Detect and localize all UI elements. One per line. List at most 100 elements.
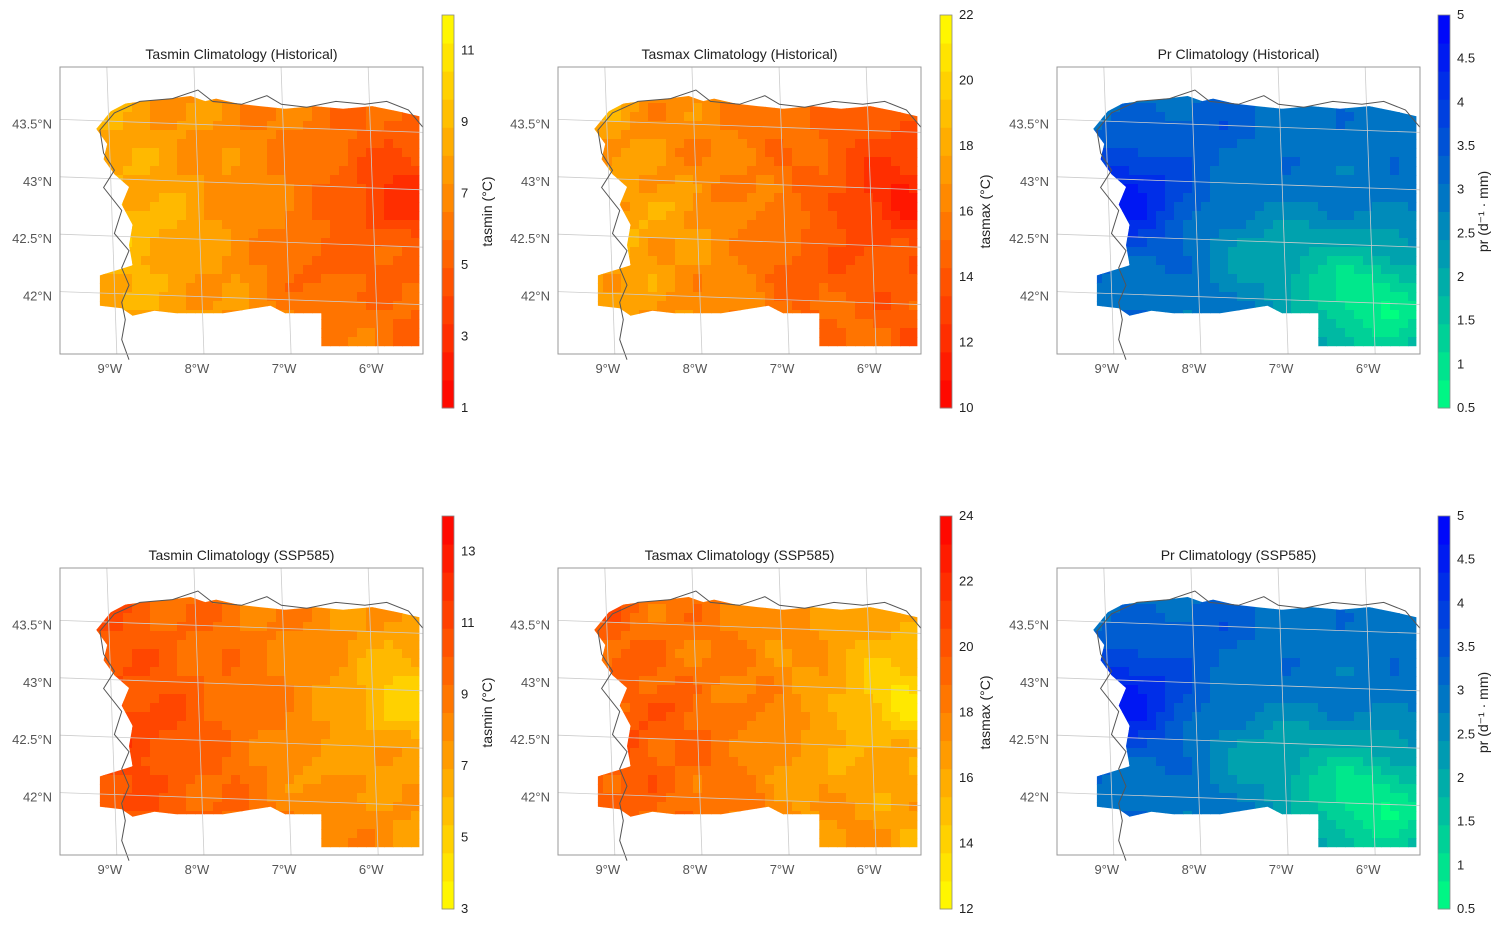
colorbar-tick-label: 3 — [1457, 182, 1464, 197]
lat-tick-label: 43°N — [23, 174, 52, 189]
colorbar-tick-label: 2 — [1457, 770, 1464, 785]
lon-tick-label: 6°W — [1356, 862, 1381, 877]
colorbar-tick-label: 13 — [461, 544, 475, 559]
colorbar-tick-label: 1.5 — [1457, 313, 1475, 328]
panel-title: Tasmax Climatology (SSP585) — [645, 547, 835, 563]
lat-tick-label: 43°N — [1020, 174, 1049, 189]
lat-tick-label: 43°N — [521, 174, 550, 189]
lon-tick-label: 8°W — [1182, 361, 1207, 376]
colorbar: 1 3 5 7 9 11 tasmin (°C) — [441, 14, 495, 415]
colorbar-tick-label: 4 — [1457, 94, 1464, 109]
colorbar-label: tasmax (°C) — [977, 174, 993, 248]
colorbar-tick-label: 14 — [959, 836, 973, 851]
colorbar-label: pr (d⁻¹ · mm) — [1475, 672, 1491, 753]
lat-tick-label: 42.5°N — [510, 231, 550, 246]
coastline — [597, 590, 922, 861]
lon-tick-label: 8°W — [683, 862, 708, 877]
lat-tick-label: 43°N — [23, 675, 52, 690]
lat-tick-label: 42°N — [1020, 289, 1049, 304]
colorbar-tick-label: 18 — [959, 705, 973, 720]
lon-tick-label: 9°W — [595, 361, 620, 376]
map-frame — [59, 567, 424, 856]
coastline — [99, 89, 424, 360]
colorbar-tick-label: 5 — [1457, 508, 1464, 523]
lon-tick-label: 6°W — [857, 862, 882, 877]
lon-tick-label: 7°W — [770, 862, 795, 877]
colorbar-tick-label: 4.5 — [1457, 51, 1475, 66]
graticule — [1056, 567, 1421, 856]
colorbar-tick-label: 1 — [1457, 857, 1464, 872]
lat-tick-label: 42°N — [521, 790, 550, 805]
colorbar-tick-label: 1 — [461, 400, 468, 415]
lon-tick-label: 9°W — [97, 862, 122, 877]
lat-tick-label: 42°N — [23, 790, 52, 805]
lat-tick-label: 42°N — [521, 289, 550, 304]
map-frame — [1056, 66, 1421, 355]
colorbar-tick-label: 1 — [1457, 356, 1464, 371]
colorbar-tick-label: 9 — [461, 114, 468, 129]
lat-tick-label: 43.5°N — [12, 116, 52, 131]
colorbar-tick-label: 1.5 — [1457, 814, 1475, 829]
colorbar-tick-label: 20 — [959, 73, 973, 88]
colorbar-tick-label: 11 — [461, 615, 475, 630]
colorbar-tick-label: 2.5 — [1457, 726, 1475, 741]
colorbar: 0.5 1 1.5 2 2.5 3 3.5 4 4.5 5 pr (d⁻¹ · mm) — [1437, 508, 1491, 916]
colorbar: 10 12 14 16 18 20 22 tasmax (°C) — [939, 7, 993, 415]
colorbar-tick-label: 9 — [461, 687, 468, 702]
coastline — [597, 89, 922, 360]
lon-tick-label: 6°W — [359, 361, 384, 376]
colorbar-tick-label: 12 — [959, 335, 973, 350]
lon-tick-label: 7°W — [272, 862, 297, 877]
colorbar-tick-label: 16 — [959, 770, 973, 785]
colorbar: 0.5 1 1.5 2 2.5 3 3.5 4 4.5 5 pr (d⁻¹ · mm) — [1437, 7, 1491, 415]
colorbar-tick-label: 22 — [959, 574, 973, 589]
lat-tick-label: 42.5°N — [12, 732, 52, 747]
lon-tick-label: 9°W — [97, 361, 122, 376]
lon-tick-label: 8°W — [185, 862, 210, 877]
colorbar-tick-label: 0.5 — [1457, 901, 1475, 916]
colorbar-tick-label: 24 — [959, 508, 973, 523]
lon-tick-label: 7°W — [1269, 862, 1294, 877]
tasmin-hist-panel: Tasmin Climatology (Historical) 9°W 8°W 7°W… — [12, 14, 495, 415]
graticule — [59, 567, 424, 856]
lat-tick-label: 42°N — [1020, 790, 1049, 805]
colorbar-label: tasmax (°C) — [977, 675, 993, 749]
tasmin-ssp585-panel: Tasmin Climatology (SSP585) 9°W 8°W 7°W 6°W 4… — [12, 515, 495, 916]
lat-tick-label: 43.5°N — [1009, 116, 1049, 131]
graticule — [557, 567, 922, 856]
coastline — [1096, 590, 1421, 861]
colorbar-tick-label: 5 — [461, 830, 468, 845]
colorbar-label: tasmin (°C) — [479, 677, 495, 747]
map-frame — [59, 66, 424, 355]
lat-tick-label: 42.5°N — [12, 231, 52, 246]
lon-tick-label: 9°W — [595, 862, 620, 877]
colorbar-tick-label: 10 — [959, 400, 973, 415]
lon-tick-label: 7°W — [272, 361, 297, 376]
colorbar-tick-label: 7 — [461, 758, 468, 773]
panel-title: Tasmax Climatology (Historical) — [641, 46, 837, 62]
map-frame — [557, 66, 922, 355]
colorbar-tick-label: 4.5 — [1457, 552, 1475, 567]
panel-title: Tasmin Climatology (Historical) — [145, 46, 337, 62]
lat-tick-label: 42°N — [23, 289, 52, 304]
colorbar-label: pr (d⁻¹ · mm) — [1475, 171, 1491, 252]
panel-title: Pr Climatology (Historical) — [1158, 46, 1320, 62]
lat-tick-label: 43.5°N — [510, 617, 550, 632]
lon-tick-label: 6°W — [359, 862, 384, 877]
colorbar-tick-label: 11 — [461, 43, 475, 58]
colorbar-tick-label: 2.5 — [1457, 225, 1475, 240]
colorbar-tick-label: 2 — [1457, 269, 1464, 284]
coastline — [1096, 89, 1421, 360]
colorbar-tick-label: 14 — [959, 269, 973, 284]
lat-tick-label: 42.5°N — [510, 732, 550, 747]
colorbar-tick-label: 20 — [959, 639, 973, 654]
colorbar-tick-label: 3 — [461, 901, 468, 916]
pr-ssp585-panel: Pr Climatology (SSP585) 9°W 8°W 7°W 6°W 43.5°… — [1009, 508, 1491, 916]
lon-tick-label: 8°W — [1182, 862, 1207, 877]
lon-tick-label: 9°W — [1094, 361, 1119, 376]
colorbar-tick-label: 5 — [461, 257, 468, 272]
colorbar-tick-label: 4 — [1457, 595, 1464, 610]
lon-tick-label: 7°W — [1269, 361, 1294, 376]
colorbar-tick-label: 3.5 — [1457, 639, 1475, 654]
colorbar-tick-label: 3 — [461, 329, 468, 344]
